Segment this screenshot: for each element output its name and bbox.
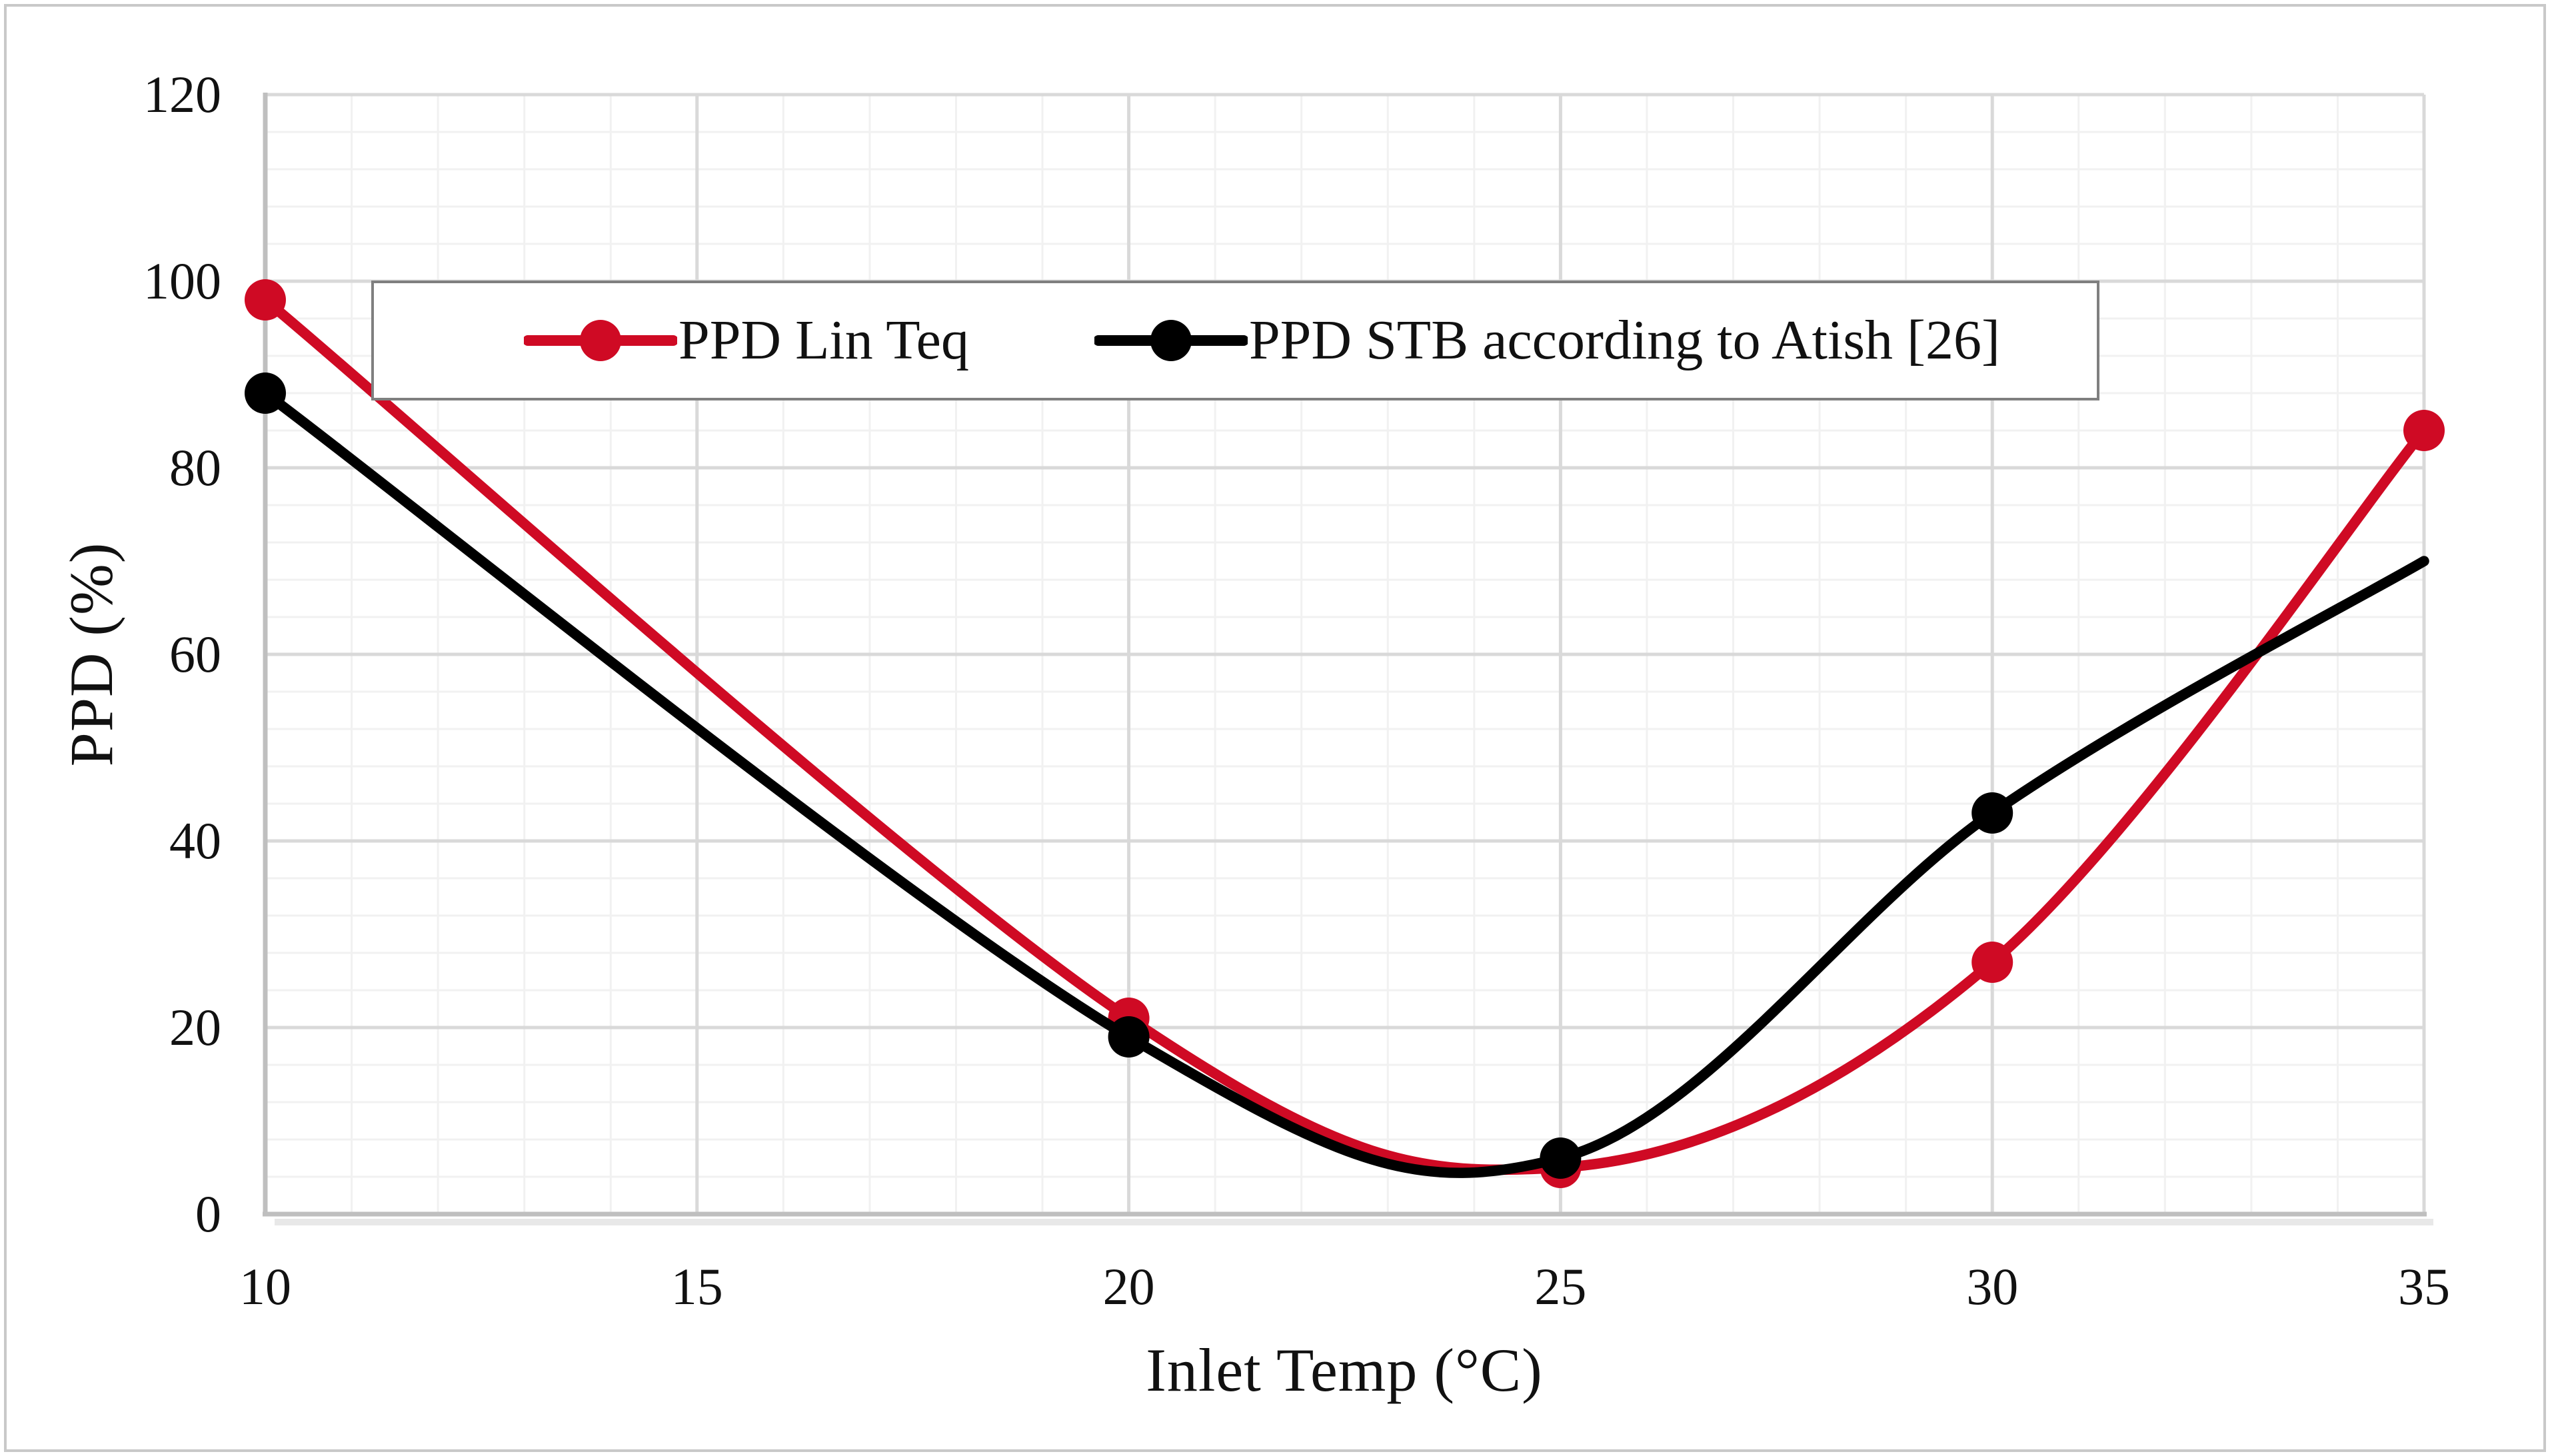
series-line-black bbox=[260, 388, 2429, 1178]
series-marker-red bbox=[245, 279, 286, 321]
x-axis-title: Inlet Temp (°C) bbox=[1146, 1336, 1543, 1404]
y-tick-label: 0 bbox=[195, 1185, 221, 1243]
x-tick-label: 25 bbox=[1534, 1257, 1587, 1315]
legend-marker-black-line-dot-icon bbox=[1094, 320, 1248, 361]
y-tick-label: 40 bbox=[169, 812, 221, 870]
series-marker-black bbox=[1540, 1137, 1582, 1179]
x-tick-label: 15 bbox=[670, 1257, 723, 1315]
legend-item-ppd-stb: PPD STB according to Atish [26] bbox=[1094, 313, 2000, 368]
y-tick-label: 80 bbox=[169, 438, 221, 496]
x-tick-label: 30 bbox=[1966, 1257, 2019, 1315]
series-marker-black bbox=[1971, 792, 2013, 834]
legend: PPD Lin Teq PPD STB according to Atish [… bbox=[371, 281, 2099, 400]
series-marker-red bbox=[1971, 942, 2013, 983]
x-tick-label: 20 bbox=[1102, 1257, 1155, 1315]
x-tick-label: 10 bbox=[239, 1257, 291, 1315]
x-tick-label: 35 bbox=[2398, 1257, 2450, 1315]
y-tick-label: 60 bbox=[169, 625, 221, 683]
legend-item-ppd-lin-teq: PPD Lin Teq bbox=[524, 313, 969, 368]
legend-label: PPD STB according to Atish [26] bbox=[1248, 309, 2000, 371]
legend-label: PPD Lin Teq bbox=[678, 309, 969, 371]
series-marker-black bbox=[245, 372, 286, 414]
series-marker-black bbox=[1108, 1016, 1150, 1058]
y-tick-label: 120 bbox=[143, 65, 221, 123]
series-marker-red bbox=[2403, 410, 2445, 451]
y-tick-label: 20 bbox=[169, 998, 221, 1056]
y-tick-label: 100 bbox=[143, 252, 221, 310]
legend-marker-red-line-dot-icon bbox=[524, 320, 677, 361]
